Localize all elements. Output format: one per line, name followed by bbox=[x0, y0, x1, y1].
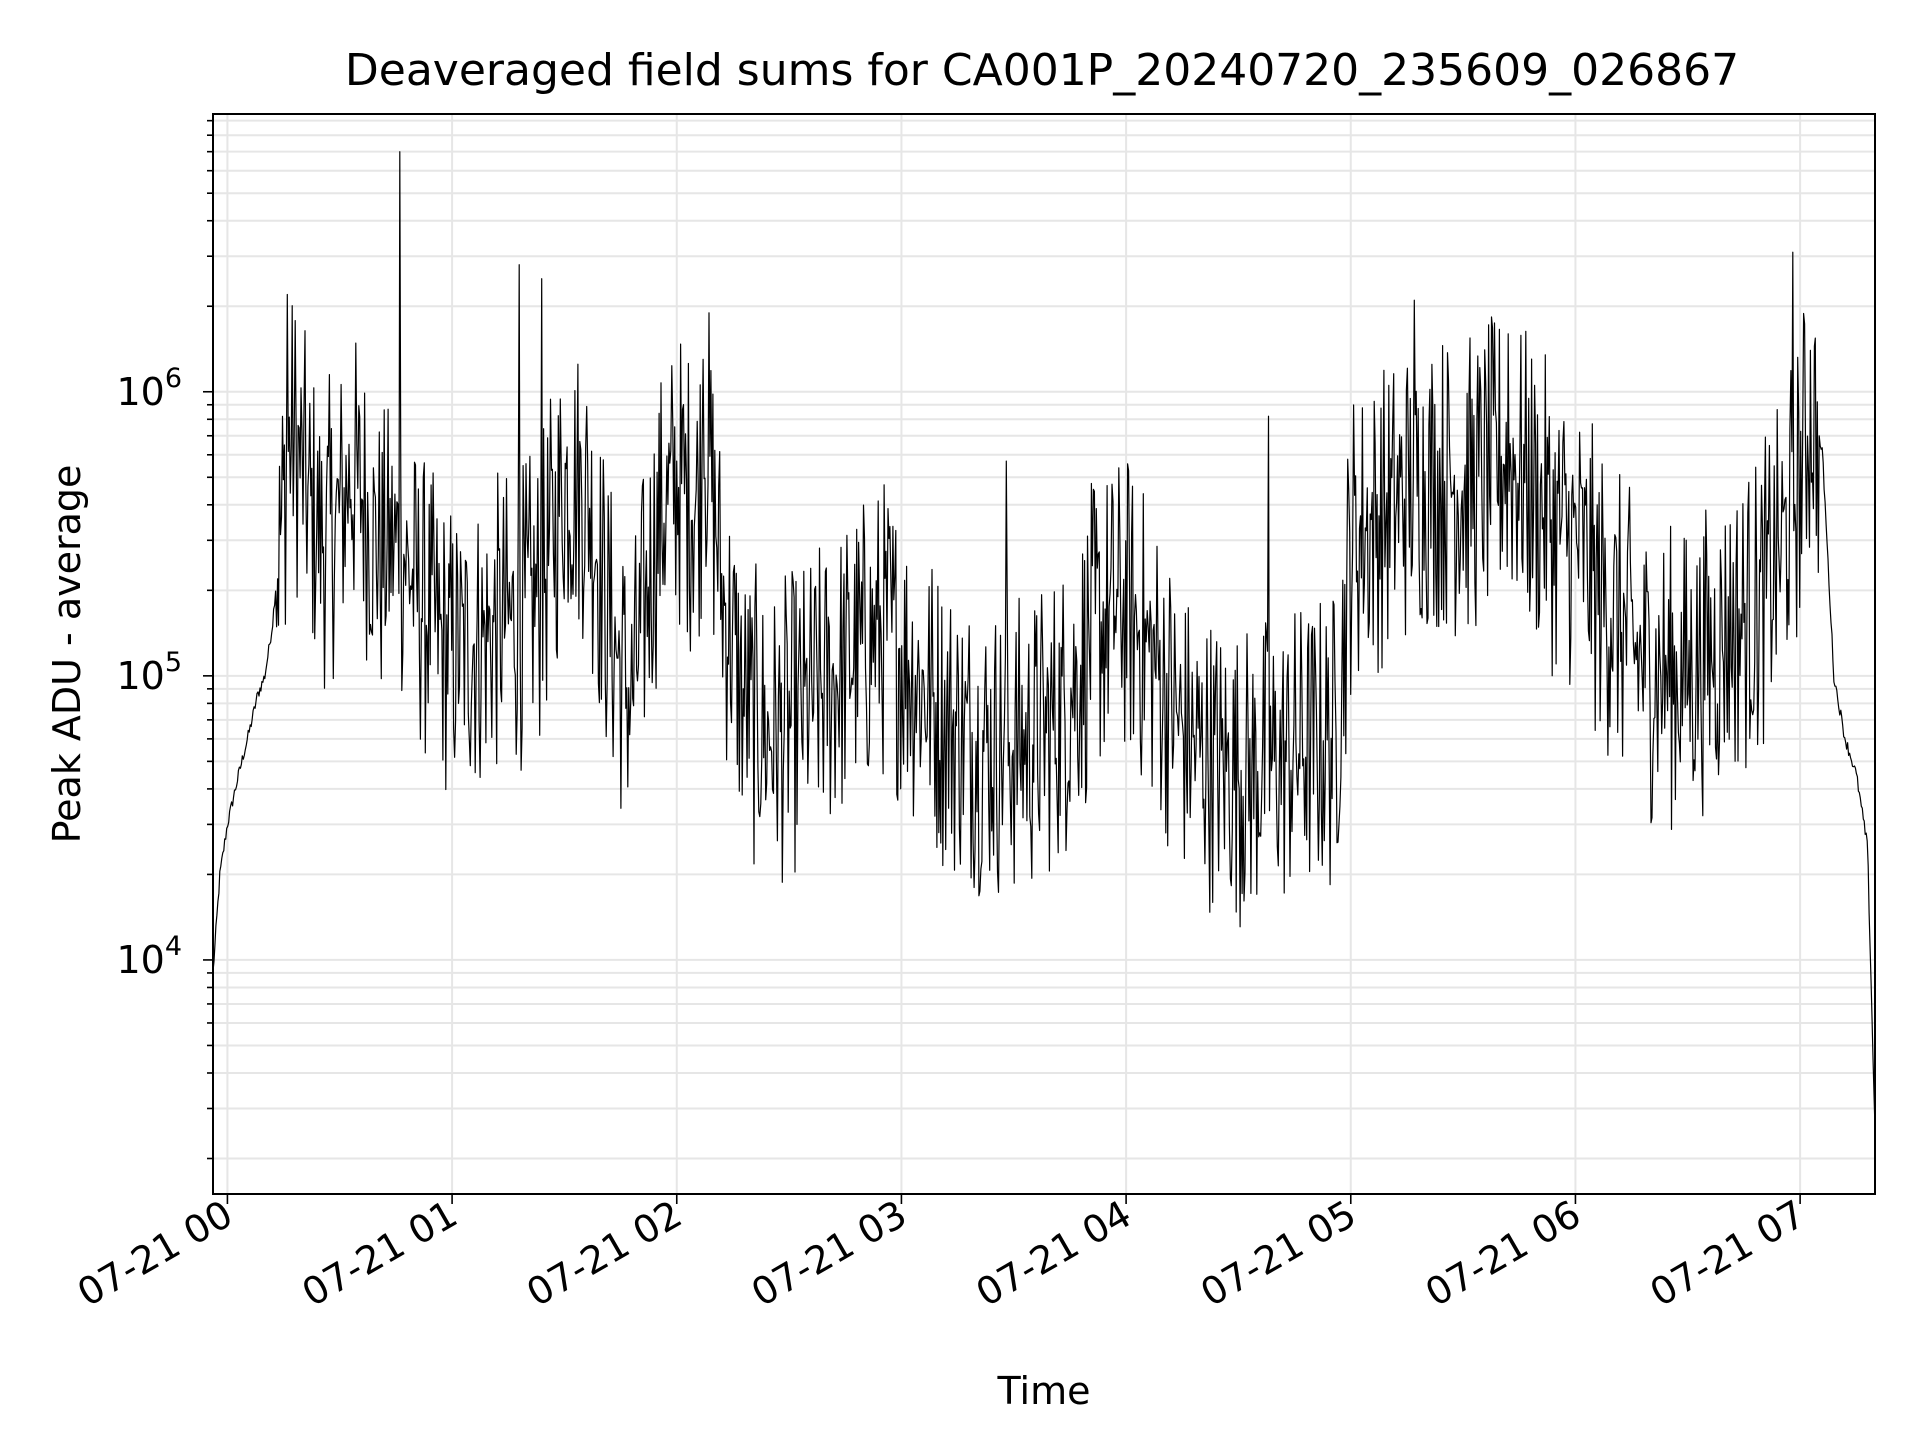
series-line bbox=[212, 151, 1876, 1129]
x-tick-label: 07-21 03 bbox=[744, 1192, 914, 1316]
x-tick-label: 07-21 01 bbox=[295, 1192, 465, 1316]
y-tick-label: 106 bbox=[116, 363, 182, 414]
y-tick-label: 104 bbox=[116, 931, 182, 982]
y-axis-label: Peak ADU - average bbox=[45, 465, 89, 844]
x-tick-label: 07-21 06 bbox=[1418, 1192, 1588, 1316]
y-tick-base: 10 bbox=[116, 370, 164, 414]
series-layer bbox=[212, 151, 1876, 1129]
y-tick-exponent: 4 bbox=[165, 931, 182, 962]
x-tick-label: 07-21 00 bbox=[70, 1192, 240, 1316]
x-axis: 07-21 00 07-21 01 07-21 02 07-21 03 07-21 04… bbox=[70, 1192, 1813, 1316]
y-tick-base: 10 bbox=[116, 938, 164, 982]
x-tick-label: 07-21 02 bbox=[519, 1192, 689, 1316]
chart-title: Deaveraged field sums for CA001P_2024072… bbox=[345, 45, 1739, 96]
plot-frame bbox=[212, 113, 1876, 1195]
x-tick-label: 07-21 07 bbox=[1643, 1192, 1813, 1316]
y-tick-base: 10 bbox=[116, 654, 164, 698]
y-tick-exponent: 5 bbox=[165, 647, 182, 678]
x-axis-label: Time bbox=[997, 1369, 1091, 1413]
x-tick-label: 07-21 05 bbox=[1193, 1192, 1363, 1316]
x-tick-label: 07-21 04 bbox=[969, 1192, 1139, 1316]
y-tick-exponent: 6 bbox=[165, 363, 182, 394]
y-tick-label: 105 bbox=[116, 647, 182, 698]
